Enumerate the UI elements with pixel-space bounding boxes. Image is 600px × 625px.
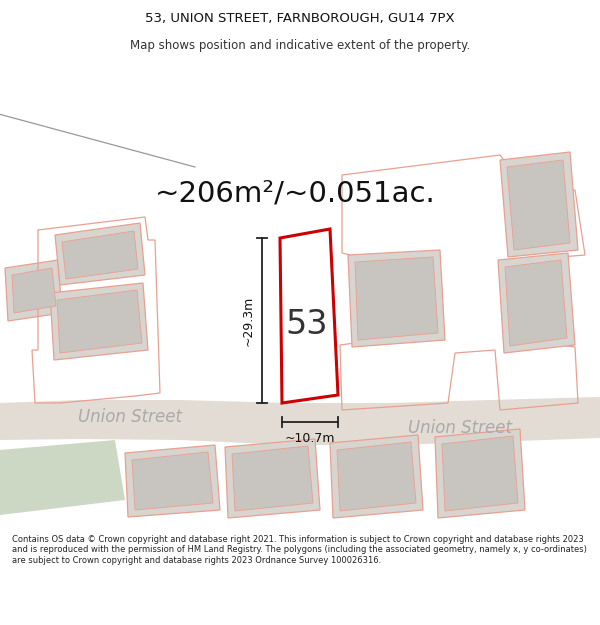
Text: ~206m²/~0.051ac.: ~206m²/~0.051ac. [155, 179, 436, 207]
Polygon shape [5, 260, 62, 321]
Text: Contains OS data © Crown copyright and database right 2021. This information is : Contains OS data © Crown copyright and d… [12, 535, 587, 565]
Text: Union Street: Union Street [408, 419, 512, 437]
Polygon shape [348, 250, 445, 347]
Text: ~29.3m: ~29.3m [242, 296, 255, 346]
Text: Union Street: Union Street [78, 408, 182, 426]
Polygon shape [355, 257, 438, 340]
Text: 53: 53 [286, 309, 328, 341]
Polygon shape [50, 283, 148, 360]
Polygon shape [232, 446, 313, 511]
Text: Map shows position and indicative extent of the property.: Map shows position and indicative extent… [130, 39, 470, 51]
Polygon shape [507, 160, 570, 250]
Polygon shape [435, 429, 525, 518]
Polygon shape [500, 152, 578, 257]
Polygon shape [0, 397, 600, 445]
Polygon shape [132, 452, 213, 510]
Polygon shape [330, 435, 423, 518]
Polygon shape [125, 445, 220, 517]
Polygon shape [12, 268, 56, 313]
Polygon shape [505, 260, 567, 346]
Polygon shape [0, 440, 125, 515]
Polygon shape [55, 223, 145, 285]
Polygon shape [57, 290, 142, 353]
Polygon shape [225, 439, 320, 518]
Polygon shape [337, 442, 416, 511]
Text: 53, UNION STREET, FARNBOROUGH, GU14 7PX: 53, UNION STREET, FARNBOROUGH, GU14 7PX [145, 12, 455, 25]
Polygon shape [280, 229, 338, 403]
Polygon shape [62, 231, 138, 279]
Polygon shape [498, 253, 575, 353]
Polygon shape [442, 436, 518, 511]
Text: ~10.7m: ~10.7m [285, 432, 335, 445]
